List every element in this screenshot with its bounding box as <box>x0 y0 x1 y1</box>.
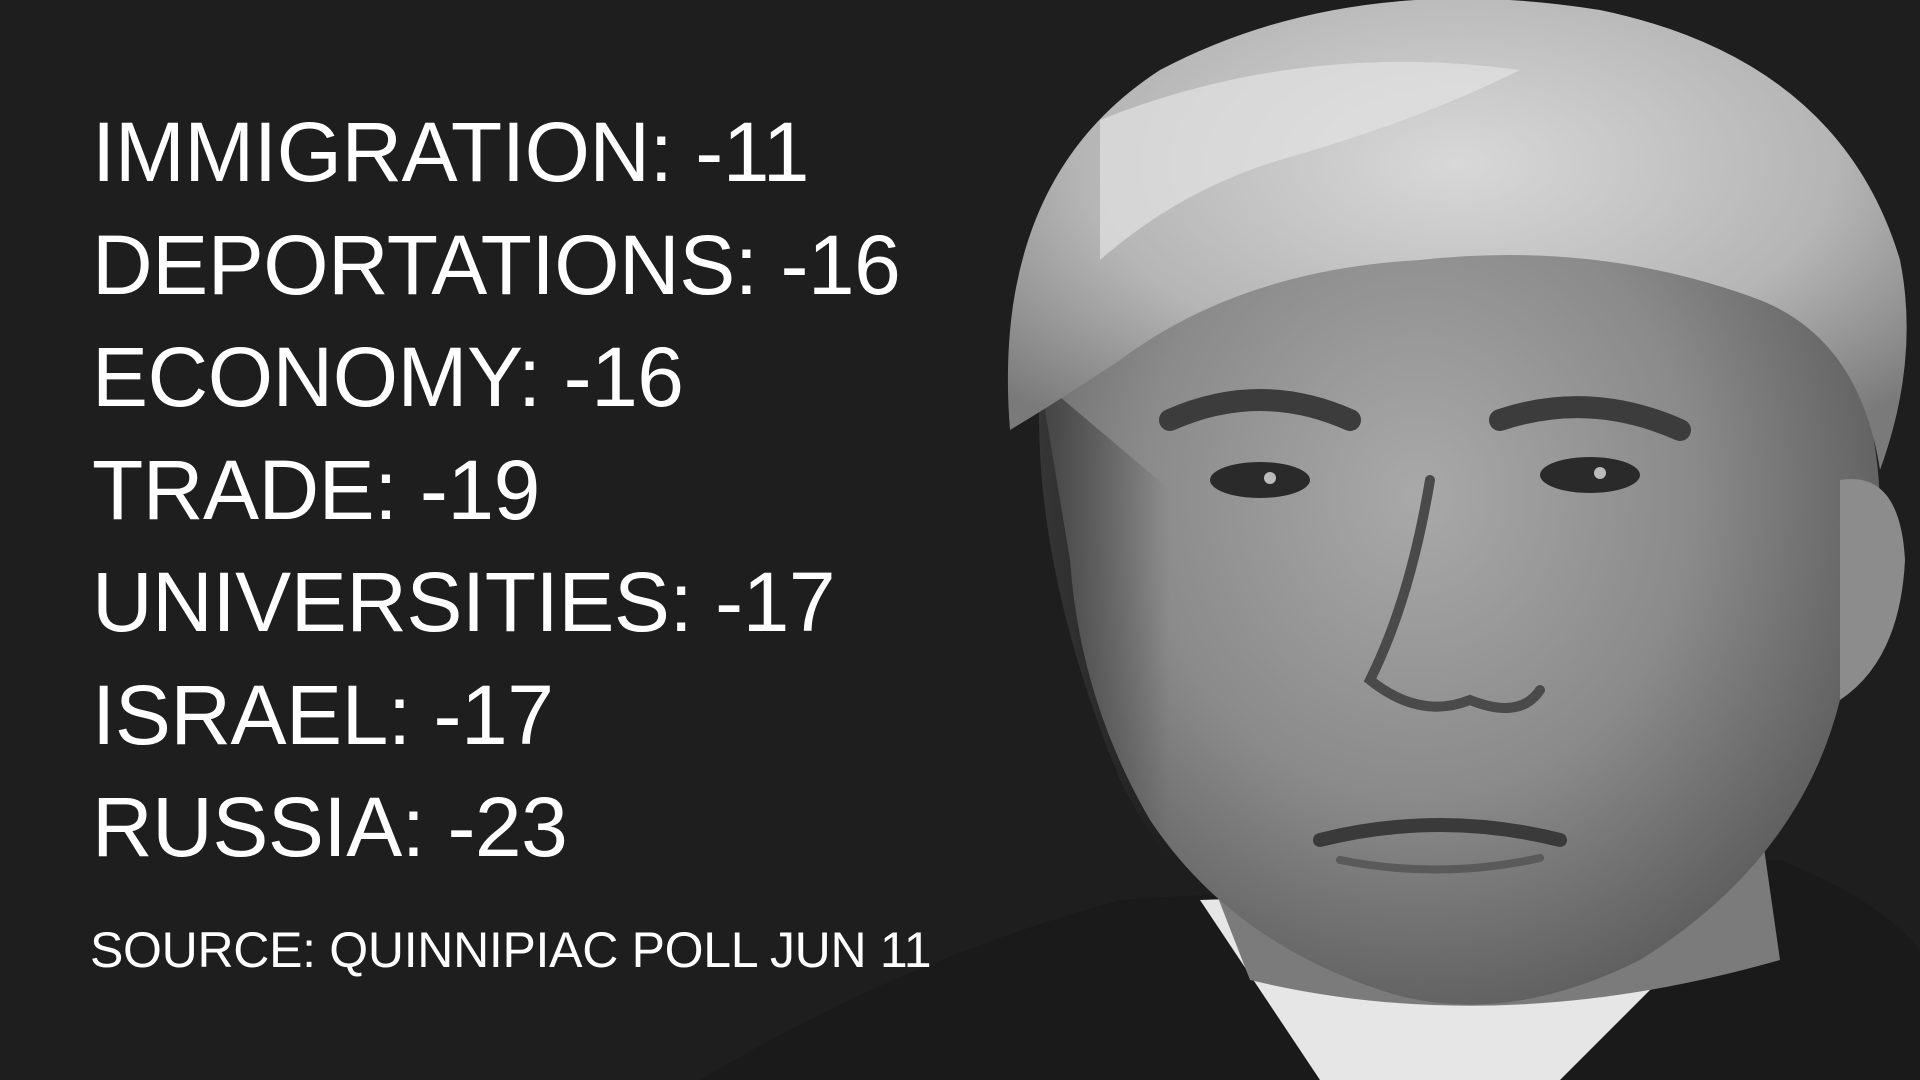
stat-row-economy: ECONOMY: -16 <box>92 330 684 424</box>
stat-label: IMMIGRATION <box>92 105 650 199</box>
stat-label: ECONOMY <box>92 330 518 424</box>
stat-value: -16 <box>780 217 901 312</box>
stat-row-universities: UNIVERSITIES: -17 <box>92 555 836 649</box>
stat-row-deportations: DEPORTATIONS: -16 <box>92 217 901 312</box>
stat-label: DEPORTATIONS <box>92 217 735 312</box>
stat-label: ISRAEL <box>92 667 388 762</box>
source-caption: SOURCE: QUINNIPIAC POLL JUN 11 <box>90 922 932 978</box>
stat-value: -11 <box>695 105 809 199</box>
stat-row-trade: TRADE: -19 <box>92 442 540 537</box>
stat-label: TRADE <box>92 442 375 537</box>
stat-label: RUSSIA <box>92 780 402 874</box>
stat-value: -16 <box>563 330 684 424</box>
stat-row-russia: RUSSIA: -23 <box>92 780 568 874</box>
stat-value: -19 <box>419 442 540 537</box>
stat-value: -17 <box>715 555 836 649</box>
stat-row-immigration: IMMIGRATION: -11 <box>92 105 809 199</box>
poll-stats-list: IMMIGRATION: -11 DEPORTATIONS: -16 ECONO… <box>92 96 1092 884</box>
stat-label: UNIVERSITIES <box>92 555 670 649</box>
stat-value: -23 <box>447 780 568 874</box>
stat-value: -17 <box>433 667 554 762</box>
stat-row-israel: ISRAEL: -17 <box>92 667 554 762</box>
